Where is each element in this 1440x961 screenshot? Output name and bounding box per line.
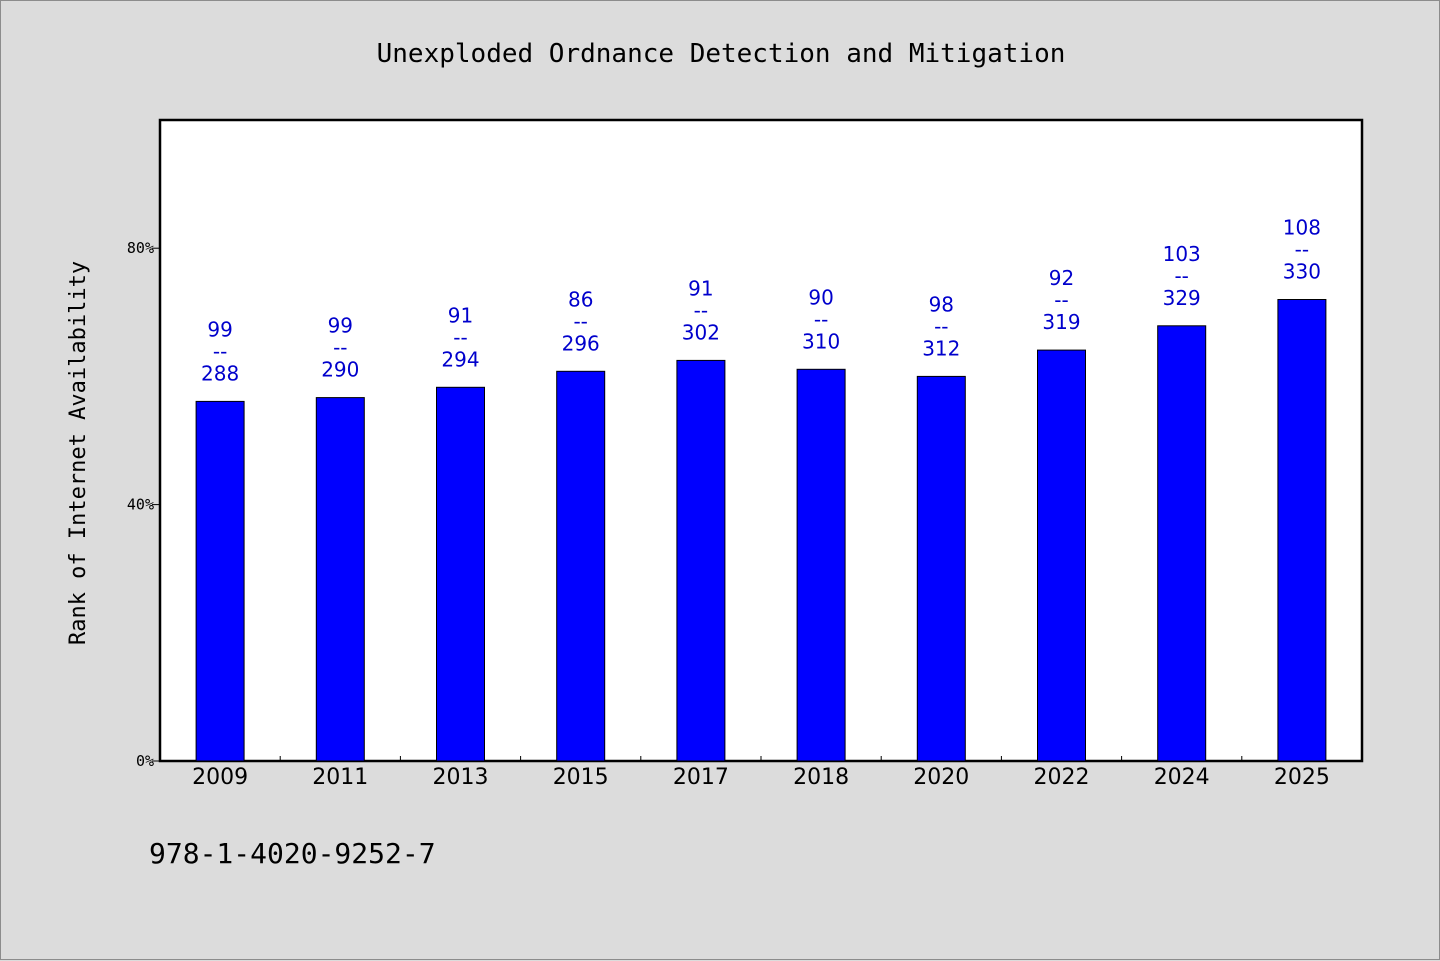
footnote-isbn: 978-1-4020-9252-7: [149, 837, 436, 870]
x-tick-label-2020: 2020: [913, 765, 969, 790]
data-label-2025-top: 108: [1283, 216, 1321, 240]
data-label-2015-bottom: 296: [562, 331, 600, 355]
bar-2015: [556, 370, 606, 762]
data-label-2018-bottom: 310: [802, 329, 840, 353]
x-tick-label-2013: 2013: [433, 765, 489, 790]
bar-2020: [916, 375, 966, 762]
x-axis-ticks: 2009 2011 2013 2015 2017 2018 2020 2022 2024 2025: [192, 756, 1330, 790]
x-tick-label-2011: 2011: [312, 765, 368, 790]
data-label-2017-top: 91: [688, 276, 713, 300]
y-tick-label-0: 0%: [136, 752, 154, 770]
x-tick-label-2024: 2024: [1154, 765, 1210, 790]
bar-2009: [195, 400, 245, 762]
y-tick-label-80: 80%: [127, 239, 154, 257]
bar-2024: [1157, 325, 1207, 762]
data-label-2011-top: 99: [328, 314, 353, 338]
data-label-2024-sep: --: [1174, 264, 1188, 288]
bar-2011: [315, 397, 365, 762]
data-label-2025-sep: --: [1295, 238, 1309, 262]
bars-group: [195, 299, 1327, 762]
x-tick-label-2015: 2015: [553, 765, 609, 790]
data-label-2013-bottom: 294: [441, 347, 479, 371]
x-tick-label-2017: 2017: [673, 765, 729, 790]
bar-2025: [1277, 299, 1327, 762]
data-label-2022-top: 92: [1049, 266, 1074, 290]
data-labels-group: 99--28899--29091--29486--29691--30290--3…: [201, 216, 1321, 386]
data-label-2024-bottom: 329: [1163, 286, 1201, 310]
x-tick-label-2022: 2022: [1034, 765, 1090, 790]
data-label-2020-top: 98: [929, 292, 954, 316]
data-label-2017-sep: --: [694, 298, 708, 322]
data-label-2009-top: 99: [207, 317, 232, 341]
data-label-2013-top: 91: [448, 303, 473, 327]
x-tick-label-2025: 2025: [1274, 765, 1330, 790]
y-tick-label-40: 40%: [127, 496, 154, 514]
bar-2013: [436, 386, 485, 762]
data-label-2009-bottom: 288: [201, 361, 239, 385]
data-label-2020-bottom: 312: [922, 336, 960, 360]
data-label-2018-top: 90: [808, 285, 833, 309]
data-label-2017-bottom: 302: [682, 320, 720, 344]
data-label-2025-bottom: 330: [1283, 260, 1321, 284]
data-label-2015-sep: --: [573, 309, 587, 333]
y-axis-ticks: 0% 40% 80%: [127, 239, 160, 770]
bar-2022: [1037, 349, 1086, 762]
bar-2018: [796, 368, 846, 762]
x-tick-label-2009: 2009: [192, 765, 248, 790]
data-label-2022-bottom: 319: [1042, 310, 1080, 334]
bar-2017: [676, 359, 726, 762]
data-label-2011-sep: --: [333, 336, 347, 360]
data-label-2018-sep: --: [814, 307, 828, 331]
x-tick-label-2018: 2018: [793, 765, 849, 790]
chart-title: Unexploded Ordnance Detection and Mitiga…: [377, 39, 1066, 69]
data-label-2015-top: 86: [568, 287, 593, 311]
data-label-2022-sep: --: [1054, 288, 1068, 312]
data-label-2009-sep: --: [213, 339, 227, 363]
data-label-2011-bottom: 290: [321, 358, 359, 382]
data-label-2020-sep: --: [934, 314, 948, 338]
data-label-2024-top: 103: [1163, 242, 1201, 266]
y-axis-label: Rank of Internet Availability: [66, 261, 91, 645]
data-label-2013-sep: --: [453, 325, 467, 349]
